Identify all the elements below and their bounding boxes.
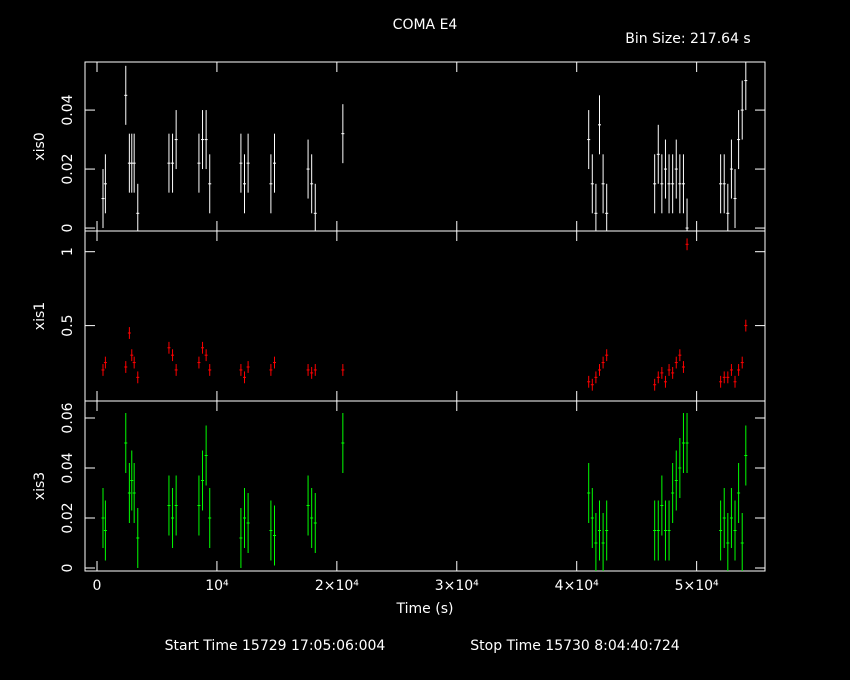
panel-frame [84,61,766,232]
x-tick-label: 2×10⁴ [315,578,359,594]
x-tick-label: 5×10⁴ [675,578,719,594]
y-tick-label: 0.04 [60,452,76,483]
x-tick-label: 3×10⁴ [435,578,479,594]
panel-frame [84,230,766,402]
y-axis-label: xis3 [32,472,48,500]
x-axis-label: Time (s) [396,601,454,617]
y-tick-label: 0.5 [60,314,76,336]
y-axis-label: xis1 [32,302,48,330]
y-tick-label: 0.06 [60,402,76,433]
y-axis-label: xis0 [32,132,48,160]
start-time: Start Time 15729 17:05:06:004 [165,638,386,654]
x-tick-label: 0 [93,578,102,594]
x-tick-label: 4×10⁴ [555,578,599,594]
y-tick-label: 0.02 [60,153,76,184]
bin-size: Bin Size: 217.64 s [625,31,750,47]
chart-title: COMA E4 [393,17,458,33]
stop-time: Stop Time 15730 8:04:40:724 [470,638,679,654]
y-tick-label: 0.02 [60,502,76,533]
y-tick-label: 0 [60,564,76,573]
y-tick-label: 0 [60,224,76,233]
panel-frame [84,400,766,572]
x-tick-label: 10⁴ [205,578,229,594]
y-tick-label: 0.04 [60,94,76,125]
y-tick-label: 1 [60,247,76,256]
